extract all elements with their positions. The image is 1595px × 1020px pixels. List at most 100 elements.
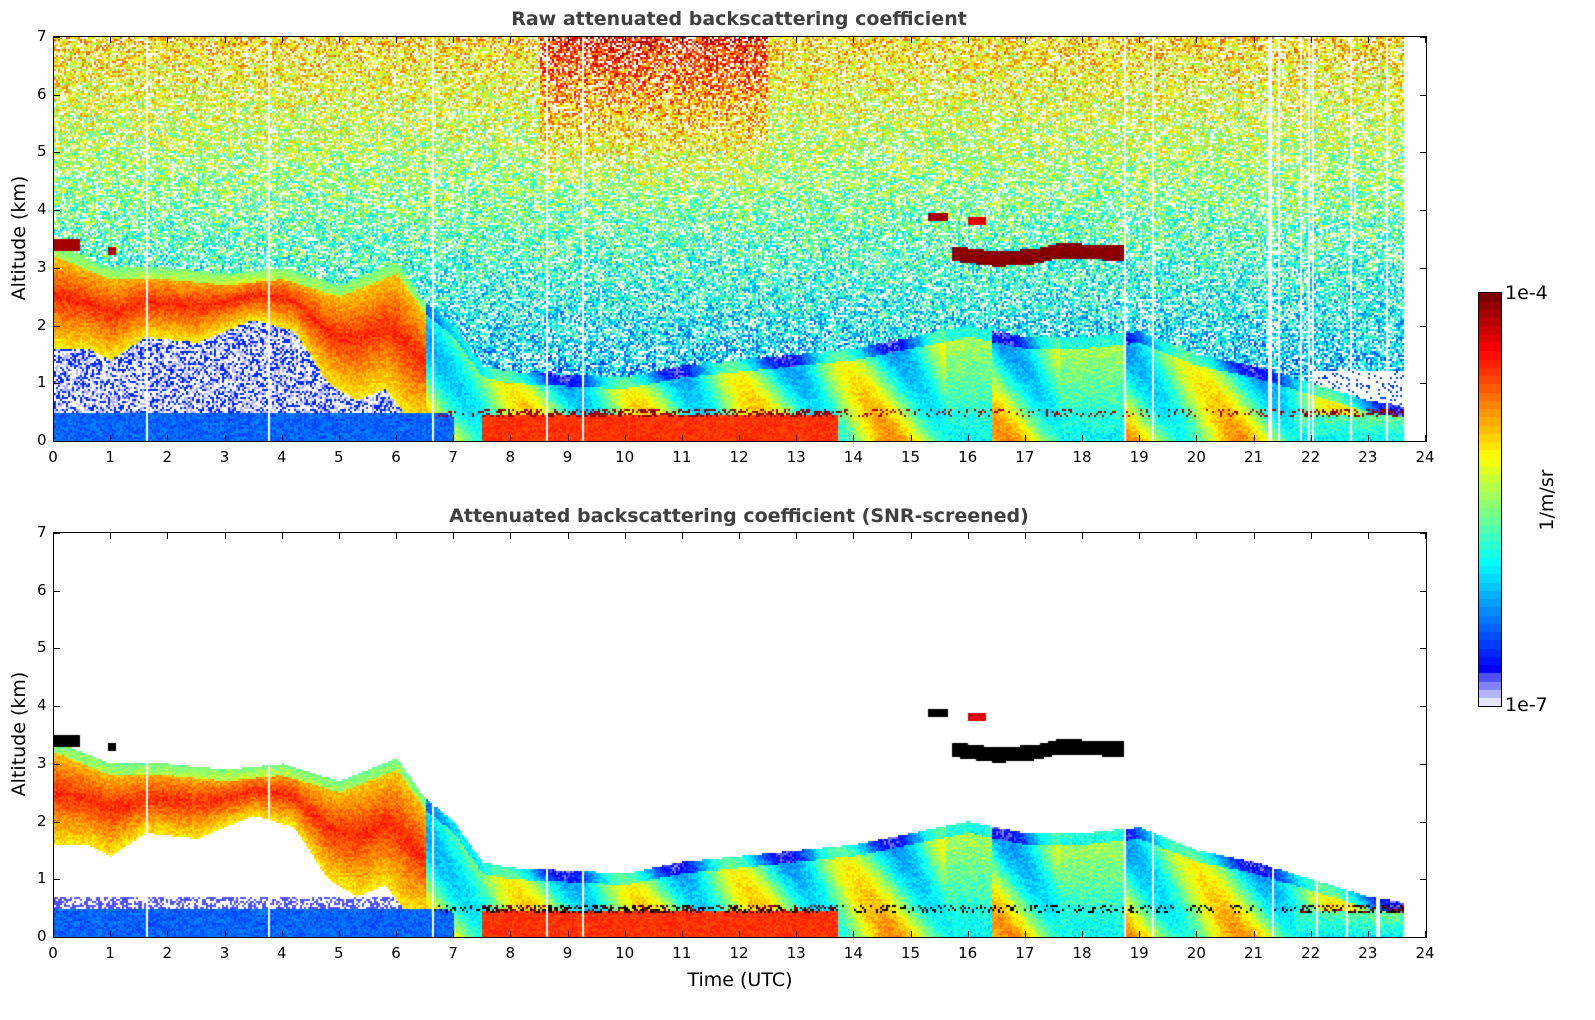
x-tick-mark: [453, 533, 455, 539]
y-tick-mark: [54, 648, 60, 650]
y-tick-label: 7: [37, 27, 47, 45]
y-tick-mark: [1420, 94, 1426, 96]
bottom-x-axis-label: Time (UTC): [687, 969, 793, 991]
y-tick-label: 6: [37, 84, 47, 103]
x-tick-mark: [338, 435, 340, 441]
x-tick-label: 21: [1243, 944, 1264, 962]
x-tick-mark: [1196, 931, 1198, 937]
x-tick-mark: [110, 37, 112, 43]
x-tick-mark: [453, 37, 455, 43]
x-tick-mark: [396, 533, 397, 539]
y-tick-mark: [54, 533, 60, 534]
x-tick-mark: [396, 435, 397, 441]
x-tick-label: 14: [843, 944, 863, 962]
y-tick-mark: [54, 706, 60, 708]
x-tick-mark: [567, 37, 569, 43]
x-tick-label: 23: [1358, 944, 1378, 962]
x-tick-mark: [1139, 37, 1141, 43]
y-tick-label: 2: [37, 811, 47, 830]
x-tick-mark: [1139, 533, 1141, 539]
y-tick-label: 3: [37, 753, 47, 772]
x-tick-mark: [281, 533, 283, 539]
x-tick-mark: [1196, 37, 1198, 43]
y-tick-mark: [1420, 267, 1426, 269]
x-tick-mark: [967, 533, 969, 539]
x-tick-label: 8: [505, 944, 516, 962]
y-tick-mark: [54, 937, 60, 938]
colorbar-min-label: 1e-7: [1505, 694, 1548, 716]
x-tick-label: 19: [1129, 944, 1149, 962]
x-tick-mark: [281, 435, 283, 441]
x-tick-mark: [739, 435, 740, 441]
x-tick-label: 8: [505, 448, 516, 466]
x-tick-mark: [281, 37, 283, 43]
x-tick-mark: [1082, 931, 1083, 937]
x-tick-label: 22: [1301, 448, 1321, 466]
x-tick-mark: [510, 435, 512, 441]
x-tick-mark: [853, 435, 855, 441]
x-tick-label: 24: [1415, 448, 1435, 466]
x-tick-mark: [53, 435, 54, 441]
x-tick-mark: [739, 931, 740, 937]
y-tick-mark: [54, 383, 60, 385]
y-tick-mark: [54, 821, 60, 823]
x-tick-mark: [1082, 37, 1083, 43]
x-tick-label: 12: [729, 944, 749, 962]
x-tick-mark: [1024, 931, 1026, 937]
x-tick-mark: [1253, 435, 1255, 441]
x-tick-mark: [1253, 931, 1255, 937]
x-tick-mark: [53, 931, 54, 937]
bottom-chart-title: Attenuated backscattering coefficient (S…: [449, 505, 1029, 527]
x-tick-mark: [967, 37, 969, 43]
top-chart-title: Raw attenuated backscattering coefficien…: [511, 8, 967, 30]
x-tick-mark: [1253, 533, 1255, 539]
x-tick-mark: [224, 931, 226, 937]
top-heatmap-canvas: [54, 37, 1426, 441]
y-tick-label: 0: [37, 927, 47, 945]
x-tick-mark: [1139, 435, 1141, 441]
x-tick-label: 14: [843, 448, 863, 466]
y-tick-mark: [54, 879, 60, 881]
x-tick-label: 10: [615, 448, 635, 466]
x-tick-mark: [1425, 533, 1426, 539]
x-tick-label: 17: [1015, 448, 1035, 466]
x-tick-mark: [567, 931, 569, 937]
x-tick-label: 7: [448, 448, 458, 466]
x-tick-mark: [681, 533, 683, 539]
y-tick-mark: [54, 37, 60, 38]
y-tick-mark: [1420, 210, 1426, 212]
x-tick-mark: [396, 931, 397, 937]
x-tick-label: 4: [276, 448, 287, 466]
x-tick-mark: [1196, 435, 1198, 441]
x-tick-label: 1: [105, 448, 115, 466]
x-tick-mark: [224, 533, 226, 539]
x-tick-mark: [510, 37, 512, 43]
x-tick-label: 9: [562, 448, 573, 466]
x-tick-label: 15: [900, 448, 921, 466]
x-tick-mark: [910, 37, 912, 43]
y-tick-label: 0: [37, 431, 47, 449]
x-tick-mark: [1310, 37, 1312, 43]
y-tick-mark: [1420, 590, 1426, 592]
x-tick-label: 11: [672, 944, 692, 962]
y-tick-mark: [1420, 648, 1426, 650]
x-tick-label: 9: [562, 944, 573, 962]
y-tick-mark: [54, 325, 60, 327]
x-tick-label: 1: [105, 944, 115, 962]
y-tick-mark: [54, 441, 60, 442]
x-tick-mark: [624, 533, 626, 539]
y-tick-label: 1: [37, 869, 47, 888]
x-tick-mark: [624, 435, 626, 441]
x-tick-label: 22: [1301, 944, 1321, 962]
x-tick-label: 5: [334, 448, 344, 466]
y-tick-mark: [54, 152, 60, 154]
y-tick-mark: [1420, 325, 1426, 327]
x-tick-label: 0: [48, 944, 58, 962]
y-tick-mark: [1420, 706, 1426, 708]
x-tick-label: 3: [219, 448, 230, 466]
x-tick-mark: [796, 533, 798, 539]
x-tick-mark: [1082, 435, 1083, 441]
x-tick-label: 10: [615, 944, 635, 962]
x-tick-label: 20: [1186, 448, 1206, 466]
y-tick-mark: [54, 763, 60, 765]
